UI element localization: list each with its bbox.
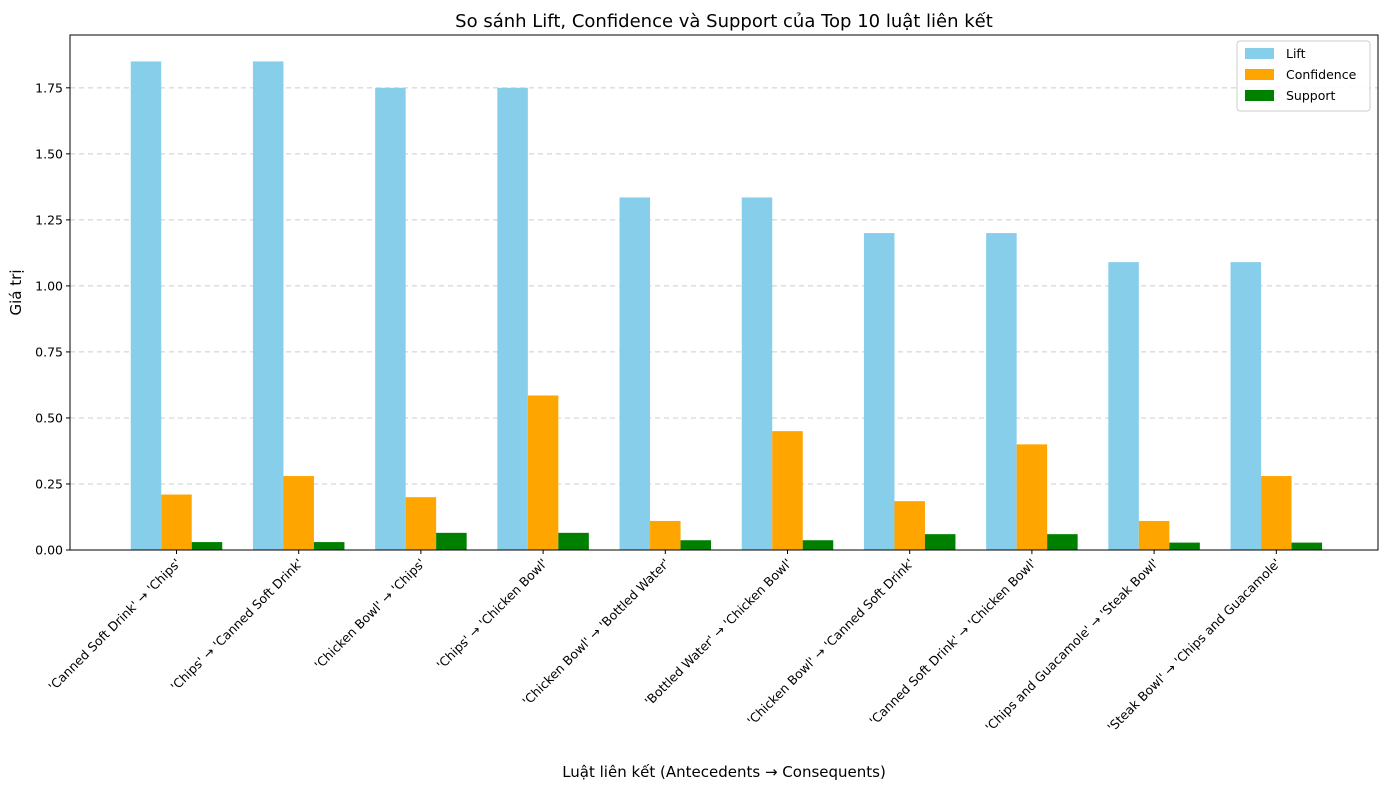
- confidence-bar: [1138, 520, 1170, 550]
- lift-bar: [1230, 262, 1262, 550]
- x-tick-label: 'Chips' → 'Chicken Bowl': [434, 556, 551, 673]
- lift-bar: [741, 197, 773, 550]
- support-bar: [1291, 542, 1323, 550]
- confidence-bar: [650, 520, 681, 550]
- confidence-bar: [772, 431, 803, 550]
- confidence-bar: [894, 501, 925, 550]
- lift-legend-label: Lift: [1286, 46, 1306, 61]
- y-tick-label: 0.25: [35, 476, 63, 491]
- x-axis-label: Luật liên kết (Antecedents → Consequents…: [562, 763, 886, 781]
- confidence-bar: [1016, 444, 1048, 550]
- x-tick-label: 'Chicken Bowl' → 'Chips': [311, 556, 428, 673]
- confidence-bar: [405, 497, 437, 550]
- lift-bar: [497, 87, 528, 551]
- lift-bar: [863, 233, 895, 551]
- lift-bar: [252, 61, 284, 551]
- support-bar: [558, 532, 589, 550]
- confidence-bar: [1261, 476, 1292, 550]
- x-tick-label: 'Chips' → 'Canned Soft Drink': [168, 556, 306, 694]
- lift-bar: [619, 197, 651, 550]
- confidence-legend-swatch: [1245, 69, 1274, 80]
- support-bar: [1047, 534, 1078, 550]
- y-tick-label: 1.75: [35, 80, 63, 95]
- y-tick-label: 0.50: [35, 410, 63, 425]
- confidence-legend-label: Confidence: [1286, 67, 1357, 82]
- x-tick-label: 'Bottled Water' → 'Chicken Bowl': [642, 556, 795, 709]
- x-axis: 'Canned Soft Drink' → 'Chips''Chips' → '…: [45, 550, 1283, 735]
- legend: Lift Confidence Support: [1236, 40, 1371, 112]
- support-legend-swatch: [1245, 90, 1274, 101]
- y-tick-label: 0.75: [35, 344, 63, 359]
- y-tick-label: 0.00: [35, 543, 63, 558]
- y-tick-label: 1.25: [35, 212, 63, 227]
- y-tick-label: 1.00: [35, 278, 63, 293]
- x-tick-label: 'Chicken Bowl' → 'Bottled Water': [519, 556, 672, 709]
- support-bar: [191, 542, 223, 550]
- confidence-bar: [161, 494, 192, 550]
- lift-bar: [1108, 262, 1139, 550]
- lift-bar: [130, 61, 162, 551]
- support-bar: [924, 534, 956, 550]
- y-axis-label: Giá trị: [7, 270, 25, 316]
- lift-bar: [375, 87, 406, 551]
- support-bar: [1169, 542, 1200, 550]
- chart-title: So sánh Lift, Confidence và Support của …: [455, 11, 993, 32]
- support-bar: [802, 540, 834, 550]
- support-bar: [436, 532, 467, 550]
- support-bar: [313, 542, 345, 550]
- bars: [130, 61, 1323, 551]
- lift-bar: [986, 233, 1017, 551]
- grid-lines: [70, 87, 1378, 485]
- support-legend-label: Support: [1286, 88, 1336, 103]
- confidence-bar: [283, 476, 314, 550]
- y-axis: 0.00 0.25 0.50 0.75 1.00 1.25 1.50 1.75: [35, 80, 70, 558]
- lift-legend-swatch: [1245, 48, 1274, 59]
- x-tick-label: 'Canned Soft Drink' → 'Chips': [45, 556, 183, 694]
- plot-frame: [69, 34, 1379, 551]
- confidence-bar: [527, 395, 559, 550]
- y-tick-label: 1.50: [35, 146, 63, 161]
- support-bar: [680, 540, 712, 550]
